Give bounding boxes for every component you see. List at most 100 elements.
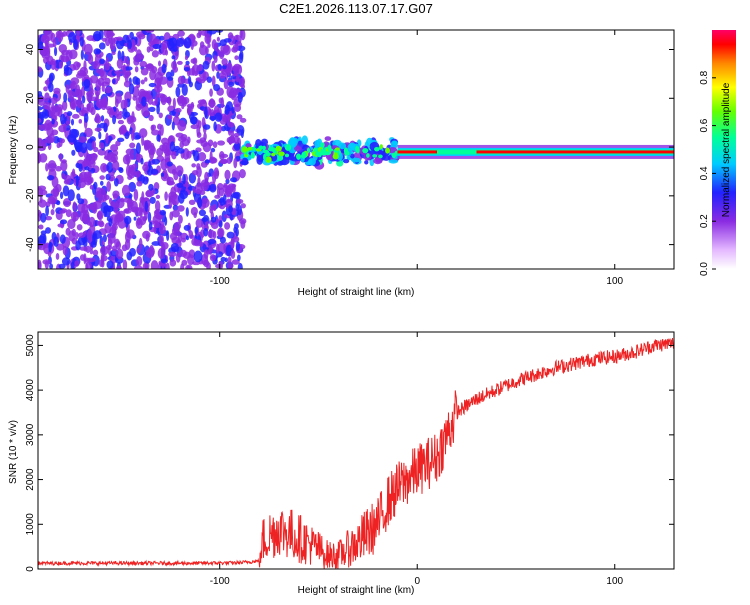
noise-blob <box>217 63 222 71</box>
noise-blob <box>188 172 197 184</box>
signal-peak <box>275 145 282 152</box>
noise-blob <box>175 112 179 119</box>
noise-blob <box>233 157 238 169</box>
noise-blob <box>223 79 229 90</box>
noise-blob <box>94 127 102 132</box>
noise-blob <box>70 261 75 269</box>
noise-blob <box>237 262 243 269</box>
noise-blob <box>38 259 42 269</box>
signal-blob <box>382 155 391 161</box>
noise-blob <box>219 159 228 164</box>
noise-blob <box>168 115 173 120</box>
noise-blob <box>224 222 231 230</box>
noise-blob <box>105 56 109 68</box>
noise-blob <box>218 97 223 104</box>
noise-blob <box>220 256 226 262</box>
spectrogram-x-ticks: -100 100 <box>210 30 624 287</box>
noise-blob <box>176 60 183 65</box>
noise-blob <box>181 138 190 147</box>
noise-blob <box>124 208 130 214</box>
noise-blob <box>65 120 71 126</box>
signal-blob <box>256 155 264 165</box>
noise-blob <box>139 90 147 97</box>
noise-blob <box>180 263 185 269</box>
signal-blob <box>239 160 249 166</box>
noise-blob <box>179 189 189 200</box>
noise-blob <box>169 141 176 152</box>
noise-blob <box>151 129 159 136</box>
noise-blob <box>97 148 106 156</box>
noise-blob <box>136 180 143 187</box>
noise-blob <box>124 66 133 71</box>
noise-blob <box>65 227 71 236</box>
signal-peak <box>306 147 310 154</box>
noise-blob <box>196 131 202 139</box>
noise-blob <box>204 159 211 164</box>
noise-blob <box>78 119 83 124</box>
noise-blob <box>135 142 141 155</box>
noise-blob <box>171 121 175 131</box>
noise-blob <box>85 262 89 269</box>
noise-blob <box>215 243 220 254</box>
colorbar-tick-label: 0.0 <box>699 262 710 276</box>
signal-peak <box>268 146 275 152</box>
noise-blob <box>83 246 88 252</box>
noise-blob <box>144 77 148 82</box>
noise-blob <box>172 204 179 211</box>
noise-blob <box>177 214 183 224</box>
y-tick-label: 0 <box>25 144 36 150</box>
noise-blob <box>72 61 80 71</box>
colorbar-tick-label: 0.4 <box>699 166 710 180</box>
noise-blob <box>185 235 190 241</box>
signal-blob <box>294 145 302 152</box>
noise-blob <box>92 60 101 70</box>
signal-peak <box>379 144 383 149</box>
noise-blob <box>59 138 65 144</box>
noise-blob <box>117 119 124 125</box>
noise-blob <box>199 241 204 248</box>
noise-blob <box>202 60 210 70</box>
signal-blob <box>392 140 398 145</box>
noise-blob <box>121 50 125 62</box>
noise-blob <box>198 30 202 37</box>
noise-blob <box>232 43 240 52</box>
noise-blob <box>227 81 235 87</box>
noise-blob <box>53 236 59 247</box>
noise-blob <box>148 183 154 191</box>
noise-blob <box>234 135 240 145</box>
signal-peak <box>284 144 292 151</box>
x-tick-label: 100 <box>606 576 623 587</box>
noise-blob <box>172 65 179 73</box>
noise-blob <box>74 260 80 267</box>
noise-blob <box>139 207 143 218</box>
noise-blob <box>216 71 220 79</box>
noise-blob <box>240 203 246 209</box>
y-tick-label: 4000 <box>25 379 36 402</box>
noise-blob <box>164 216 168 226</box>
noise-blob <box>208 248 213 253</box>
x-tick-label: 100 <box>606 276 623 287</box>
noise-blob <box>224 169 231 180</box>
noise-blob <box>136 255 143 267</box>
noise-blob <box>191 65 195 76</box>
noise-blob <box>166 76 174 81</box>
noise-blob <box>92 249 99 256</box>
noise-blob <box>159 209 167 216</box>
signal-peak <box>301 151 307 159</box>
noise-blob <box>201 217 209 222</box>
noise-blob <box>151 50 159 58</box>
noise-blob <box>186 265 191 269</box>
noise-blob <box>222 194 227 205</box>
noise-blob <box>129 247 136 257</box>
noise-blob <box>203 132 207 141</box>
noise-blob <box>202 124 211 130</box>
noise-blob <box>87 53 94 65</box>
colorbar-gradient <box>712 30 736 269</box>
noise-blob <box>180 237 186 243</box>
noise-blob <box>111 160 120 171</box>
noise-blob <box>228 136 233 145</box>
noise-blob <box>165 262 170 269</box>
noise-blob <box>38 185 47 192</box>
signal-peak <box>378 154 383 159</box>
